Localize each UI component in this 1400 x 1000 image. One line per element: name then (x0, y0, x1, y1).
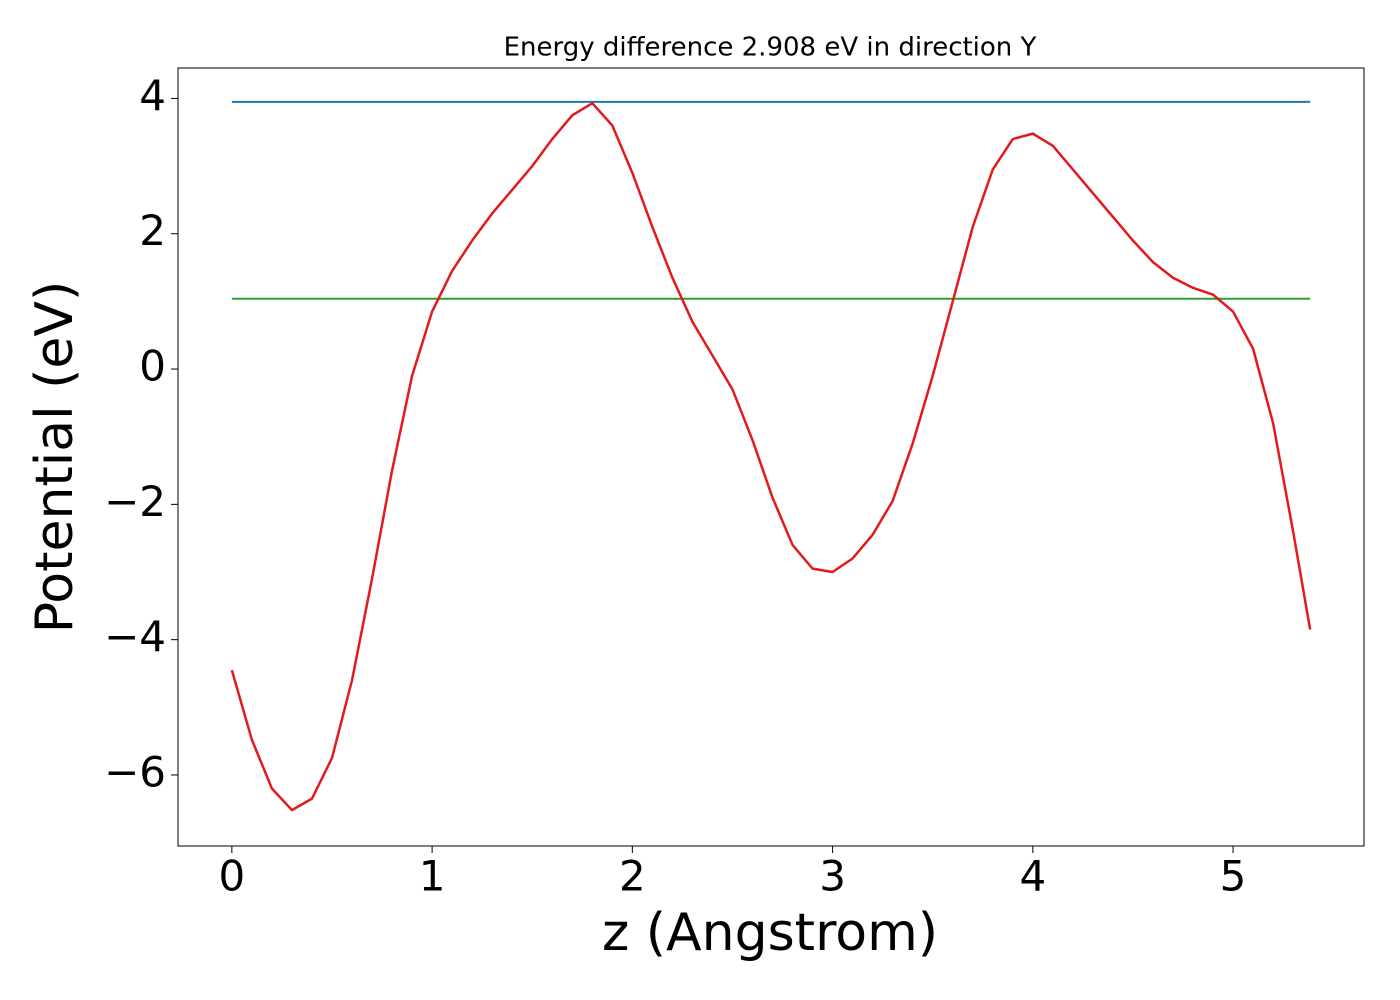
x-tick-label: 3 (819, 852, 846, 901)
x-tick-label: 4 (1019, 852, 1046, 901)
x-tick-label: 2 (619, 852, 646, 901)
y-axis-label: Potential (eV) (25, 281, 85, 633)
y-tick-label: −4 (104, 612, 166, 661)
y-tick-label: −2 (104, 477, 166, 526)
data-line (230, 101, 1312, 812)
x-axis-label: z (Angstrom) (602, 903, 938, 963)
x-tick-label: 0 (218, 852, 245, 901)
y-tick-label: 2 (139, 206, 166, 255)
y-tick-label: 0 (139, 342, 166, 391)
y-tick-label: 4 (139, 71, 166, 120)
y-tick-label: −6 (104, 747, 166, 796)
chart-title: Energy difference 2.908 eV in direction … (504, 33, 1037, 63)
x-tick-label: 1 (419, 852, 446, 901)
x-tick-label: 5 (1220, 852, 1247, 901)
plot-frame (177, 67, 1365, 847)
